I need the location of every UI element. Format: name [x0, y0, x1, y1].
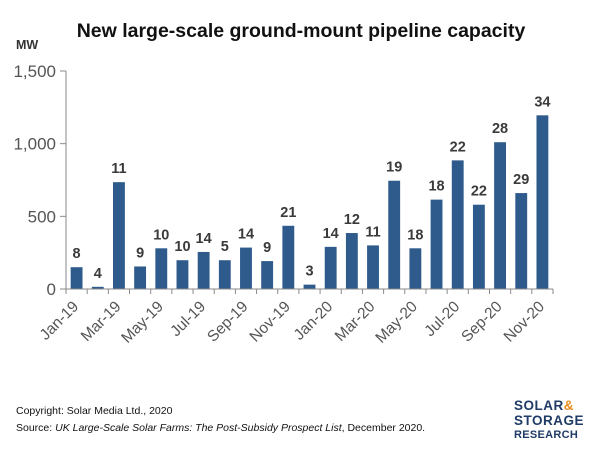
x-tick-label: Jan-20: [291, 298, 337, 344]
bar: [451, 160, 464, 289]
bars: [70, 115, 549, 290]
data-label: 29: [513, 172, 529, 188]
x-tick-label: Sep-19: [204, 298, 251, 345]
x-tick-label: Mar-19: [78, 298, 125, 345]
data-label: 8: [73, 246, 81, 262]
x-tick-label: May-20: [372, 298, 421, 347]
x-tick-label: Jul-19: [167, 298, 209, 340]
y-tick-label: 0: [47, 280, 56, 299]
bar: [367, 245, 379, 289]
data-label: 18: [407, 227, 423, 243]
solar-storage-research-logo: SOLAR& STORAGE RESEARCH: [514, 398, 600, 446]
y-tick-label: 1,000: [13, 135, 56, 154]
data-label: 11: [111, 161, 126, 177]
data-labels: 84 11 9 10 10 14 5 14 9 21 3 14 12 11 19 18 18 22 22 28 29 34: [73, 94, 551, 281]
x-tick-label: May-19: [118, 298, 167, 347]
data-label: 4: [94, 266, 102, 282]
source-suffix: , December 2020.: [341, 422, 426, 434]
data-label: 19: [386, 160, 402, 176]
data-label: 10: [153, 227, 169, 243]
bar: [409, 248, 422, 289]
bar: [324, 246, 337, 289]
bar: [472, 204, 485, 289]
bar: [70, 267, 83, 289]
bar: [113, 182, 125, 289]
bar: [176, 260, 189, 289]
bar: [261, 261, 274, 289]
logo-ampersand: &: [563, 398, 574, 413]
bar: [218, 260, 231, 289]
bar: [494, 142, 506, 289]
x-tick-label: Jan-19: [37, 298, 83, 344]
source-title: UK Large-Scale Solar Farms: The Post-Sub…: [55, 422, 342, 434]
bar: [430, 199, 443, 289]
data-label: 11: [365, 224, 380, 240]
data-label: 12: [344, 212, 360, 228]
data-label: 34: [534, 94, 550, 110]
footer-source: Source: UK Large-Scale Solar Farms: The …: [16, 422, 425, 434]
source-prefix: Source:: [16, 422, 56, 434]
bar-chart: 0 500 1,000 1,500 84 11 9 10 10 14 5 14 9 21 3 14 12 11 1…: [13, 62, 554, 347]
data-label: 14: [323, 226, 339, 242]
y-tick-label: 500: [28, 207, 56, 226]
bar: [197, 251, 210, 289]
y-axis-unit-label: MW: [16, 38, 39, 52]
y-axis: 0 500 1,000 1,500: [13, 62, 67, 299]
data-label: 28: [492, 121, 508, 137]
bar: [282, 225, 295, 289]
data-label: 22: [450, 139, 466, 155]
bar: [536, 115, 549, 290]
x-tick-label: Nov-20: [501, 298, 549, 346]
bar: [303, 284, 316, 289]
data-label: 9: [263, 240, 271, 256]
data-label: 18: [428, 179, 444, 195]
x-tick-label: Mar-20: [332, 298, 379, 345]
bar: [134, 266, 147, 289]
data-label: 22: [471, 184, 487, 200]
bar: [388, 180, 401, 289]
logo-line-1: SOLAR&: [514, 398, 574, 413]
chart-title: New large-scale ground-mount pipeline ca…: [76, 20, 526, 42]
logo-word-solar: SOLAR: [514, 398, 564, 413]
x-tick-label: Nov-19: [247, 298, 294, 345]
data-label: 10: [174, 239, 190, 255]
bar: [91, 286, 104, 289]
bar: [155, 248, 168, 289]
data-label: 9: [136, 245, 144, 261]
data-label: 3: [305, 264, 313, 280]
y-tick-label: 1,500: [13, 62, 56, 81]
data-label: 14: [196, 231, 212, 247]
data-label: 21: [280, 205, 296, 221]
logo-line-3: RESEARCH: [514, 429, 579, 441]
data-label: 5: [221, 239, 229, 255]
data-label: 14: [238, 227, 254, 243]
x-tick-label: Sep-20: [458, 298, 506, 346]
bar: [345, 233, 358, 289]
logo-line-2: STORAGE: [514, 413, 585, 428]
footer-copyright: Copyright: Solar Media Ltd., 2020: [16, 405, 173, 417]
bar: [240, 247, 252, 289]
bar: [515, 193, 528, 289]
